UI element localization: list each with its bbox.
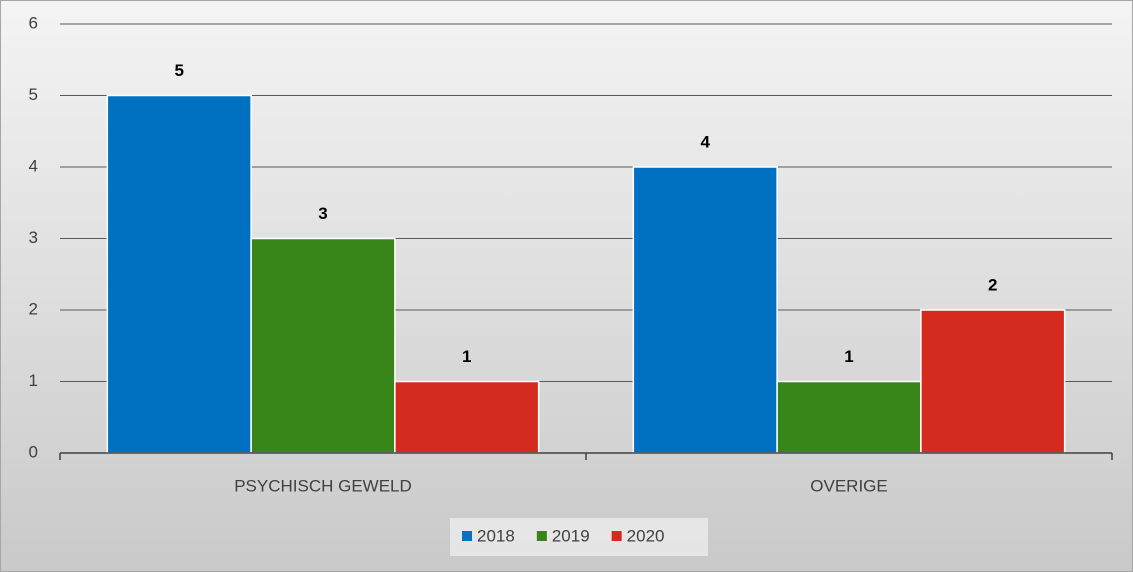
data-label: 1	[462, 347, 471, 366]
data-label: 5	[174, 61, 183, 80]
legend-label: 2018	[477, 526, 515, 545]
data-label: 3	[318, 204, 327, 223]
y-tick-label: 6	[29, 13, 38, 32]
legend-swatch	[536, 531, 547, 541]
legend-box	[450, 518, 708, 556]
data-label: 4	[700, 132, 710, 151]
y-tick-label: 2	[29, 299, 38, 318]
legend-swatch	[611, 531, 622, 541]
legend-swatch	[462, 531, 472, 541]
y-tick-label: 5	[29, 85, 38, 104]
data-label: 1	[844, 347, 853, 366]
bar	[106, 94, 252, 454]
data-label: 2	[988, 275, 997, 294]
x-tick-label: PSYCHISCH GEWELD	[234, 476, 412, 495]
y-tick-label: 0	[29, 442, 38, 461]
x-tick-label: OVERIGE	[810, 476, 887, 495]
bar	[776, 380, 922, 454]
legend-label: 2019	[552, 526, 590, 545]
bar	[632, 166, 778, 454]
y-tick-label: 3	[29, 228, 38, 247]
bar	[250, 237, 396, 454]
bar	[394, 380, 540, 454]
y-tick-label: 1	[29, 371, 38, 390]
bar	[920, 309, 1066, 454]
y-tick-label: 4	[29, 156, 38, 175]
legend-label: 2020	[627, 526, 665, 545]
